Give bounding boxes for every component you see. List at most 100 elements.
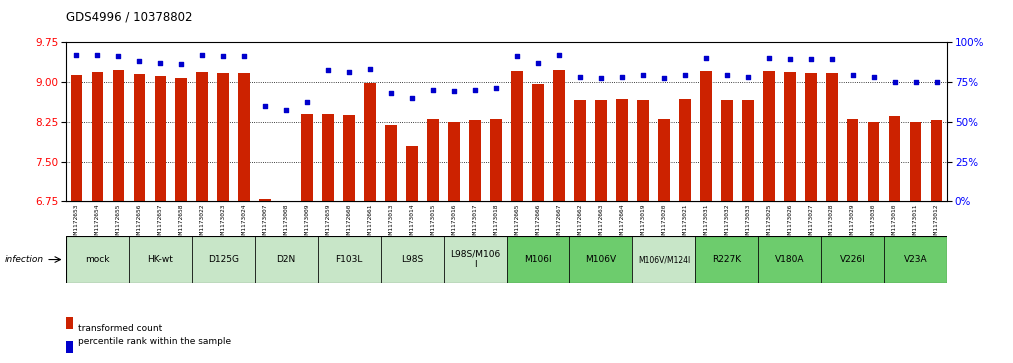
Text: M106I: M106I — [524, 255, 552, 264]
Bar — [66, 341, 74, 353]
Point — [824, 56, 840, 62]
Text: GSM1173020: GSM1173020 — [661, 203, 667, 241]
Text: GSM1173008: GSM1173008 — [284, 203, 289, 241]
Point — [425, 87, 442, 93]
Bar — [218, 73, 229, 201]
Text: GSM1172654: GSM1172654 — [95, 203, 100, 241]
Point — [782, 56, 798, 62]
Text: GSM1173028: GSM1173028 — [830, 203, 835, 241]
Bar — [759, 236, 822, 283]
Bar — [197, 72, 208, 201]
Text: V180A: V180A — [775, 255, 804, 264]
Point — [845, 72, 861, 78]
Point — [257, 103, 274, 109]
Bar — [616, 99, 628, 201]
Text: V226I: V226I — [840, 255, 865, 264]
Point — [132, 58, 148, 64]
Bar — [365, 83, 376, 201]
Text: GSM1173031: GSM1173031 — [703, 203, 708, 241]
Text: GSM1173018: GSM1173018 — [493, 203, 498, 241]
Point — [593, 76, 609, 81]
Bar — [569, 236, 632, 283]
Text: GSM1173013: GSM1173013 — [389, 203, 394, 241]
Bar — [238, 73, 250, 201]
Text: GSM1172666: GSM1172666 — [536, 203, 541, 241]
Bar — [469, 120, 481, 201]
Text: GSM1173017: GSM1173017 — [472, 203, 477, 241]
Text: GSM1172653: GSM1172653 — [74, 203, 79, 241]
Text: GSM1173010: GSM1173010 — [892, 203, 898, 241]
Point — [215, 53, 231, 59]
Point — [761, 55, 777, 61]
Bar — [112, 70, 124, 201]
Bar — [71, 75, 82, 201]
Text: GSM1173025: GSM1173025 — [766, 203, 771, 241]
Point — [551, 52, 567, 57]
Text: GSM1173009: GSM1173009 — [305, 203, 310, 241]
Bar — [322, 114, 334, 201]
Text: GSM1173023: GSM1173023 — [221, 203, 226, 241]
Bar — [155, 76, 166, 201]
Bar — [490, 119, 501, 201]
Point — [719, 72, 735, 78]
Text: GSM1173014: GSM1173014 — [409, 203, 414, 241]
Bar — [763, 71, 775, 201]
Text: GSM1172664: GSM1172664 — [619, 203, 624, 241]
Text: R227K: R227K — [712, 255, 742, 264]
Point — [530, 60, 546, 65]
Bar — [596, 100, 607, 201]
Text: F103L: F103L — [335, 255, 363, 264]
Text: M106V/M124I: M106V/M124I — [638, 255, 690, 264]
Text: GSM1173022: GSM1173022 — [200, 203, 205, 241]
Text: V23A: V23A — [904, 255, 928, 264]
Text: transformed count: transformed count — [78, 324, 162, 333]
Text: GSM1173011: GSM1173011 — [913, 203, 918, 241]
Text: GSM1173027: GSM1173027 — [808, 203, 813, 241]
Point — [446, 88, 462, 94]
Bar — [695, 236, 759, 283]
Text: GSM1172658: GSM1172658 — [178, 203, 183, 241]
Point — [404, 95, 420, 101]
Bar — [449, 122, 460, 201]
Point — [509, 53, 525, 59]
Bar — [134, 74, 145, 201]
Point — [929, 79, 945, 85]
Point — [886, 79, 903, 85]
Bar — [743, 100, 754, 201]
Bar — [632, 236, 695, 283]
Bar — [444, 236, 506, 283]
Text: GSM1173015: GSM1173015 — [431, 203, 436, 241]
Bar — [784, 72, 795, 201]
Text: L98S/M106
I: L98S/M106 I — [450, 250, 500, 269]
Point — [802, 56, 819, 62]
Point — [278, 107, 294, 113]
Bar — [931, 120, 942, 201]
Text: GSM1172659: GSM1172659 — [325, 203, 330, 241]
Text: GSM1172667: GSM1172667 — [556, 203, 561, 241]
Text: GSM1172661: GSM1172661 — [368, 203, 373, 241]
Bar — [805, 73, 816, 201]
Text: GSM1173012: GSM1173012 — [934, 203, 939, 241]
Bar — [637, 100, 648, 201]
Point — [467, 87, 483, 93]
Bar — [385, 125, 397, 201]
Bar — [884, 236, 947, 283]
Text: infection: infection — [5, 255, 45, 264]
Text: GSM1173026: GSM1173026 — [787, 203, 792, 241]
Bar — [318, 236, 381, 283]
Point — [68, 52, 84, 57]
Text: GSM1173007: GSM1173007 — [262, 203, 267, 241]
Text: GSM1173021: GSM1173021 — [683, 203, 688, 241]
Text: GSM1173016: GSM1173016 — [452, 203, 457, 241]
Point — [655, 76, 672, 81]
Bar — [66, 317, 74, 329]
Text: GSM1173029: GSM1173029 — [850, 203, 855, 241]
Point — [677, 72, 693, 78]
Text: GSM1172660: GSM1172660 — [346, 203, 352, 241]
Bar — [822, 236, 884, 283]
Bar — [532, 84, 544, 201]
Text: GSM1172665: GSM1172665 — [515, 203, 520, 241]
Point — [908, 79, 924, 85]
Text: mock: mock — [85, 255, 109, 264]
Point — [572, 74, 589, 80]
